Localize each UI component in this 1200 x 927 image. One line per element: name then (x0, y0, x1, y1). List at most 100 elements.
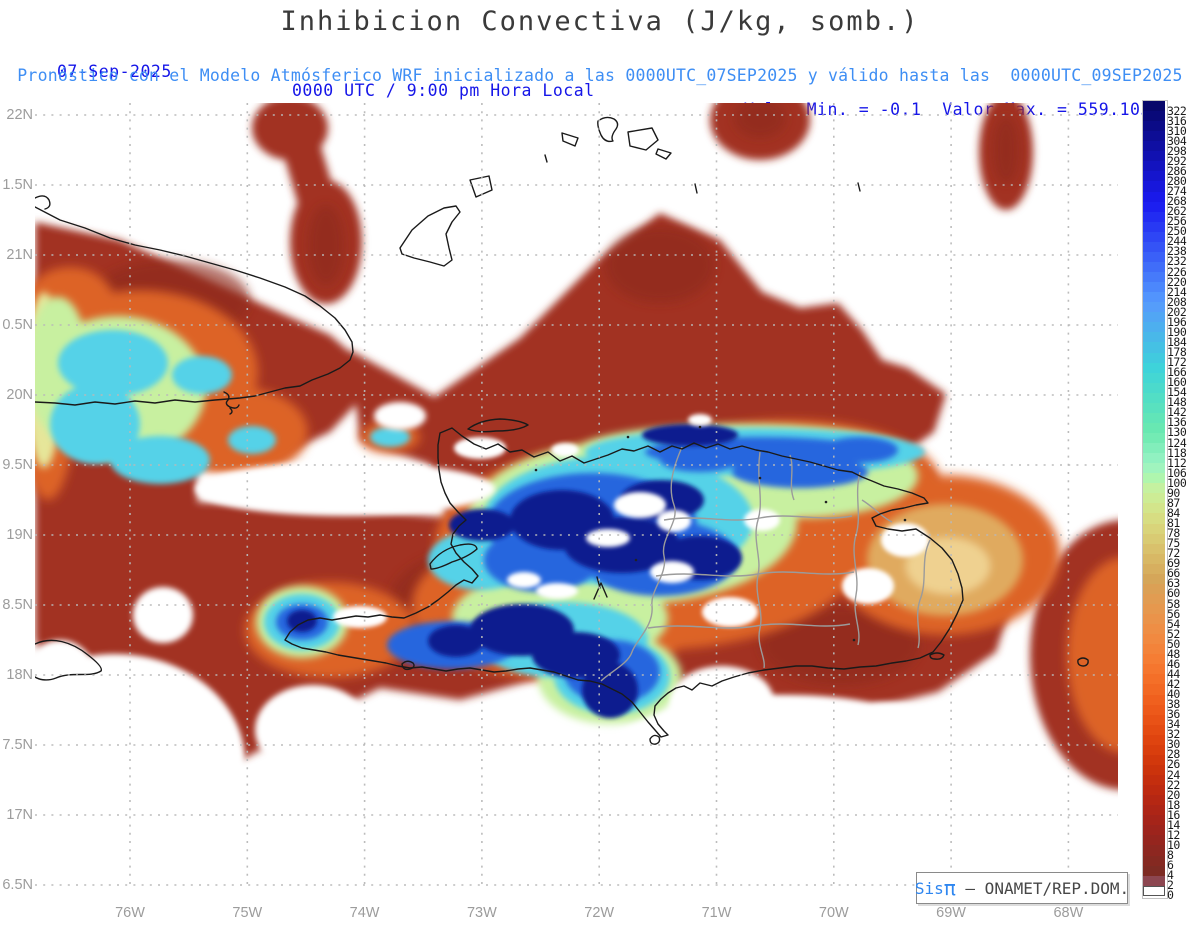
colorbar-tick-label: 81 (1167, 516, 1180, 531)
colorbar-cell (1143, 855, 1165, 866)
colorbar-cell (1143, 191, 1165, 202)
colorbar-cell (1143, 815, 1165, 826)
colorbar-tick-label: 322 (1167, 103, 1187, 118)
lon-tick-label: 73W (466, 905, 497, 921)
colorbar-tick-label: 190 (1167, 324, 1187, 339)
colorbar-cell (1143, 201, 1165, 213)
colorbar-tick-label: 286 (1167, 163, 1187, 178)
colorbar-tick-label: 72 (1167, 546, 1180, 561)
colorbar-tick-label: 304 (1167, 133, 1187, 148)
lat-tick-label: 8.5N (2, 597, 33, 613)
colorbar-cell (1143, 593, 1165, 605)
colorbar-tick-label: 87 (1167, 495, 1180, 510)
colorbar-tick-label: 54 (1167, 616, 1180, 631)
colorbar-cell (1143, 392, 1165, 404)
colorbar-cell (1143, 563, 1165, 575)
colorbar-tick-label: 142 (1167, 405, 1187, 420)
colorbar-cell (1143, 634, 1165, 645)
colorbar-cell (1143, 181, 1165, 192)
colorbar-tick-label: 124 (1167, 435, 1187, 450)
colorbar-tick-label: 178 (1167, 345, 1187, 359)
colorbar-cell (1143, 764, 1165, 776)
colorbar-tick-label: 44 (1167, 666, 1180, 681)
colorbar-cell (1143, 694, 1165, 705)
lat-tick-label: 18N (6, 667, 33, 683)
colorbar-tick-label: 63 (1167, 576, 1180, 591)
lat-tick-label: 9.5N (2, 457, 33, 473)
colorbar-cell (1143, 644, 1165, 655)
colorbar-tick-label: 8 (1167, 848, 1174, 862)
tortuga-island (467, 418, 529, 433)
lat-tick-label: 20N (6, 387, 33, 403)
colorbar-tick-label: 118 (1167, 445, 1187, 460)
colorbar-tick-label: 14 (1167, 817, 1180, 832)
province-borders (600, 446, 931, 682)
colorbar-tick-label: 100 (1167, 475, 1187, 490)
colorbar-tick-label: 4 (1167, 868, 1174, 883)
colorbar-cell (1143, 272, 1165, 283)
colorbar-cell (1143, 231, 1165, 243)
colorbar-tick-label: 28 (1167, 747, 1180, 762)
colorbar-tick-label: 50 (1167, 636, 1180, 651)
colorbar-cell (1143, 805, 1165, 816)
colorbar-tick-label: 220 (1167, 274, 1187, 289)
colorbar-cell (1143, 573, 1165, 585)
lat-tick-label: 19N (6, 527, 33, 543)
colorbar-cell (1143, 422, 1165, 434)
colorbar-cell (1143, 724, 1165, 736)
mona-island (1077, 657, 1089, 667)
colorbar-tick-label: 78 (1167, 526, 1180, 541)
colorbar-tick-label: 40 (1167, 687, 1180, 702)
cin-shaded-field (35, 103, 1118, 889)
colorbar-cell (1143, 604, 1165, 615)
colorbar-tick-label: 66 (1167, 566, 1180, 581)
cuba-coast (35, 195, 51, 210)
colorbar-cell (1143, 372, 1165, 384)
colorbar-cell (1143, 342, 1165, 353)
sispi-onamet-legend: Sis π – ONAMET/REP.DOM. (915, 872, 1129, 904)
colorbar-tick-label: 32 (1167, 727, 1180, 742)
ile-a-vache (401, 660, 415, 671)
colorbar-cell (1143, 362, 1165, 373)
colorbar-cell (1143, 714, 1165, 726)
colorbar-cell (1143, 825, 1165, 836)
colorbar-tick-label: 196 (1167, 314, 1187, 329)
colorbar-cell (1143, 483, 1165, 494)
colorbar-tick-label: 84 (1167, 505, 1180, 520)
colorbar-cell (1143, 171, 1165, 182)
colorbar-cell (1143, 503, 1165, 514)
lon-tick-label: 68W (1053, 905, 1084, 921)
colorbar-tick-label: 160 (1167, 375, 1187, 390)
colorbar-tick-label: 262 (1167, 204, 1187, 219)
colorbar-cell (1143, 583, 1165, 595)
colorbar-tick-label: 10 (1167, 837, 1180, 852)
colorbar-cell (1143, 885, 1165, 897)
colorbar-cell (1143, 412, 1165, 424)
lon-tick-label: 74W (349, 905, 380, 921)
colorbar-cell (1143, 261, 1165, 273)
colorbar-cell (1143, 744, 1165, 756)
colorbar-tick-label: 130 (1167, 425, 1187, 440)
colorbar-cell (1143, 221, 1165, 233)
colorbar-tick-label: 268 (1167, 194, 1187, 209)
colorbar-cell (1143, 684, 1165, 695)
colorbar-tick-label: 184 (1167, 334, 1187, 349)
colorbar-tick-label: 30 (1167, 737, 1180, 752)
run-time: 0000 UTC / 9:00 pm Hora Local (292, 81, 595, 100)
colorbar-tick-label: 48 (1167, 646, 1180, 661)
colorbar-tick-label: 256 (1167, 214, 1187, 229)
colorbar-tick-label: 46 (1167, 656, 1180, 671)
page-title: Inhibicion Convectiva (J/kg, somb.) (280, 6, 920, 37)
colorbar-tick-label: 16 (1167, 807, 1180, 822)
colorbar-cell (1143, 754, 1165, 766)
colorbar-cell (1143, 332, 1165, 343)
colorbar-cell (1143, 121, 1165, 132)
colorbar-cell (1143, 795, 1165, 806)
colorbar-tick-label: 2 (1167, 878, 1174, 893)
lat-tick-label: 7.5N (2, 737, 33, 753)
lon-tick-label: 72W (584, 905, 615, 921)
colorbar-cell (1143, 734, 1165, 746)
colorbar-cell (1143, 382, 1165, 394)
